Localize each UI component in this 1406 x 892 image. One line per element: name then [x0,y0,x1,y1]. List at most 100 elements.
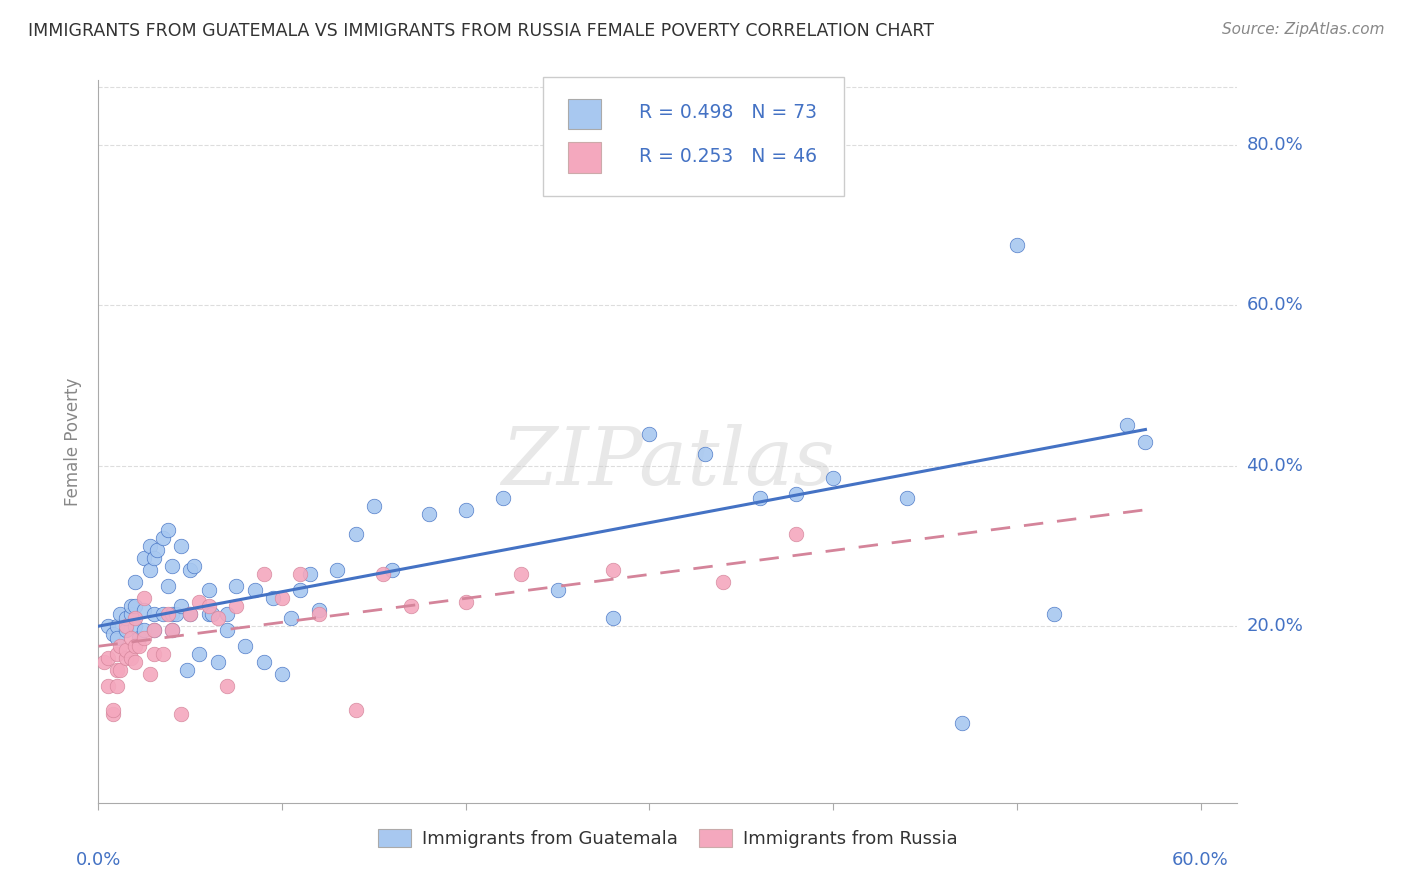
Point [105,680,128,694]
Point [152,607,174,621]
Point [105,648,128,662]
Text: 40.0%: 40.0% [1247,457,1303,475]
Point [188,595,211,609]
Point [121,607,143,621]
Point [215,607,238,621]
Point [785,487,807,501]
Point [142,623,165,637]
Text: 80.0%: 80.0% [1247,136,1303,153]
Point [1042,607,1064,621]
Point [134,632,156,646]
Point [950,715,973,730]
Point [197,583,219,598]
Point [170,599,193,614]
Point [454,595,477,609]
Point [308,607,330,621]
Point [124,639,146,653]
Point [134,591,156,606]
Point [290,567,312,582]
Point [280,611,302,625]
Point [197,607,219,621]
Point [134,551,156,566]
Point [170,707,193,722]
Point [823,470,845,484]
Point [262,591,284,606]
Point [139,539,162,553]
Point [101,707,124,722]
Point [157,523,180,537]
Point [602,611,624,625]
Point [160,623,183,637]
Point [215,623,238,637]
Point [124,599,146,614]
Point [170,539,193,553]
Point [124,611,146,625]
Point [509,567,531,582]
Point [201,607,224,621]
Point [1135,434,1157,449]
Point [235,639,257,653]
Point [124,655,146,669]
Point [371,567,394,582]
Point [271,591,294,606]
Point [638,426,661,441]
Point [253,567,276,582]
Point [160,607,183,621]
Point [363,499,385,513]
Point [157,607,180,621]
Point [142,623,165,637]
Point [1116,418,1139,433]
Text: 60.0%: 60.0% [1173,851,1229,869]
Point [101,627,124,641]
Point [179,563,201,577]
Point [207,655,229,669]
Point [344,703,367,717]
Point [1005,237,1028,252]
Point [748,491,770,505]
Text: ZIPatlas: ZIPatlas [501,425,835,502]
Point [243,583,266,598]
Point [97,651,120,665]
Point [152,648,174,662]
Point [115,623,138,637]
Point [115,643,138,657]
Point [121,632,143,646]
Point [105,619,128,633]
Point [290,583,312,598]
Point [142,648,165,662]
Point [298,567,321,582]
Point [165,607,187,621]
Point [115,619,138,633]
Point [124,619,146,633]
Point [176,664,198,678]
Text: 0.0%: 0.0% [76,851,121,869]
FancyBboxPatch shape [543,77,845,196]
Point [101,703,124,717]
Text: 60.0%: 60.0% [1247,296,1303,314]
Point [547,583,569,598]
Text: R = 0.253   N = 46: R = 0.253 N = 46 [640,146,817,166]
Point [146,542,169,557]
Point [179,607,201,621]
Point [693,446,716,460]
Point [97,680,120,694]
Point [308,603,330,617]
Point [110,639,132,653]
Point [399,599,422,614]
FancyBboxPatch shape [568,99,602,129]
Point [134,623,156,637]
Point [105,632,128,646]
Point [160,623,183,637]
Text: IMMIGRANTS FROM GUATEMALA VS IMMIGRANTS FROM RUSSIA FEMALE POVERTY CORRELATION C: IMMIGRANTS FROM GUATEMALA VS IMMIGRANTS … [28,22,934,40]
Point [121,651,143,665]
Point [128,639,150,653]
Point [179,607,201,621]
Point [134,603,156,617]
Legend: Immigrants from Guatemala, Immigrants from Russia: Immigrants from Guatemala, Immigrants fr… [371,822,965,855]
Point [105,664,128,678]
Point [381,563,404,577]
Point [207,611,229,625]
Point [215,680,238,694]
Point [326,563,349,577]
Point [602,563,624,577]
